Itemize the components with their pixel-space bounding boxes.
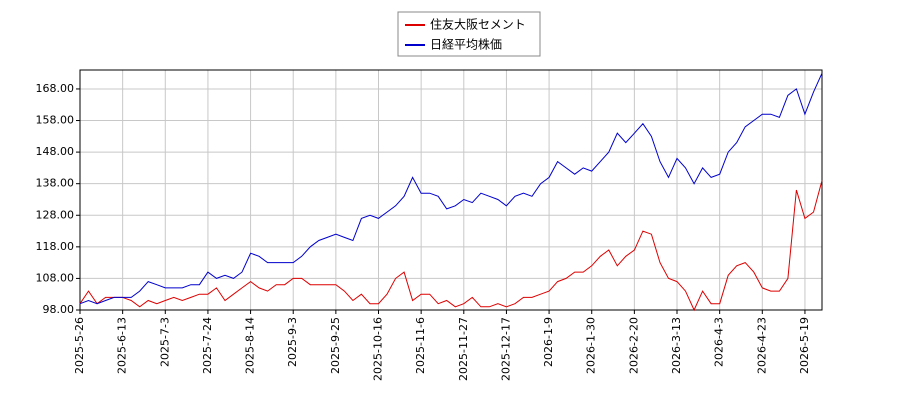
x-tick-label: 2025-11-6 [414, 317, 427, 374]
x-tick-label: 2026-4-3 [713, 317, 726, 367]
legend-label: 住友大阪セメント [430, 18, 526, 32]
y-tick-label: 98.00 [43, 303, 75, 316]
series-line [79, 180, 823, 312]
legend-label: 日経平均株価 [430, 37, 502, 52]
y-tick-label: 158.00 [36, 114, 75, 127]
x-tick-label: 2025-8-14 [244, 317, 257, 374]
x-tick-label: 2025-11-27 [457, 317, 470, 381]
legend-box [397, 11, 541, 57]
x-tick-label: 2025-9-3 [286, 317, 299, 367]
x-tick-label: 2025-10-16 [372, 317, 385, 381]
x-tick-label: 2025-9-25 [329, 317, 342, 374]
series-line [79, 72, 823, 305]
y-tick-label: 138.00 [36, 177, 75, 190]
x-tick-label: 2026-3-13 [670, 317, 683, 374]
x-tick-label: 2025-5-26 [73, 317, 86, 374]
y-tick-label: 118.00 [36, 240, 75, 253]
x-tick-label: 2026-2-20 [627, 317, 640, 374]
x-tick-label: 2026-1-9 [542, 317, 555, 367]
x-tick-label: 2025-6-13 [116, 317, 129, 374]
plot-frame [79, 69, 823, 311]
y-tick-label: 128.00 [36, 208, 75, 221]
x-tick-label: 2026-5-19 [798, 317, 811, 374]
x-tick-label: 2025-7-24 [201, 317, 214, 374]
x-tick-label: 2025-7-3 [158, 317, 171, 367]
x-tick-label: 2026-1-30 [585, 317, 598, 374]
y-tick-label: 168.00 [36, 82, 75, 95]
x-tick-label: 2026-4-23 [755, 317, 768, 374]
y-tick-label: 148.00 [36, 145, 75, 158]
y-tick-label: 108.00 [36, 271, 75, 284]
x-tick-label: 2025-12-17 [499, 317, 512, 381]
